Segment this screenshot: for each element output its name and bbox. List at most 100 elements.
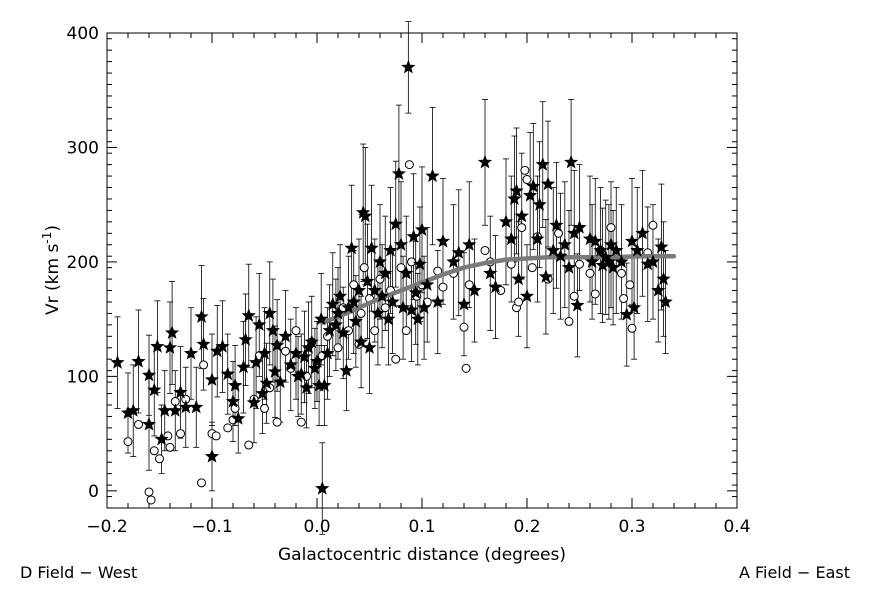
star-point xyxy=(477,154,493,169)
star-point xyxy=(358,208,373,223)
star-point xyxy=(640,256,655,271)
star-point xyxy=(396,300,411,314)
star-point xyxy=(523,188,538,202)
star-point xyxy=(532,197,547,211)
star-point xyxy=(273,374,288,389)
y-tick-label: 400 xyxy=(67,24,99,44)
star-point xyxy=(320,346,335,360)
star-point xyxy=(430,294,445,308)
star-point xyxy=(354,334,369,349)
star-point xyxy=(141,416,157,431)
star-point xyxy=(120,405,136,420)
star-point xyxy=(157,403,172,417)
star-point xyxy=(609,243,624,257)
star-point xyxy=(259,375,274,390)
star-point xyxy=(435,233,451,248)
circle-point xyxy=(134,419,143,429)
star-point xyxy=(603,237,619,251)
star-point xyxy=(147,382,162,397)
star-point xyxy=(165,325,180,339)
star-point xyxy=(406,229,421,243)
y-axis-label: Vr (km s-1) xyxy=(40,225,63,315)
star-point xyxy=(110,355,125,369)
circle-point xyxy=(464,280,474,290)
y-tick-label: 300 xyxy=(67,138,99,158)
star-point xyxy=(246,395,262,409)
circle-point xyxy=(296,417,306,427)
star-point xyxy=(519,288,535,303)
star-point xyxy=(410,311,425,326)
circle-point xyxy=(459,322,469,332)
circle-point xyxy=(396,263,406,273)
circle-point xyxy=(211,431,221,441)
x-tick-label: −0.2 xyxy=(86,517,127,537)
star-point xyxy=(630,243,645,257)
circle-point xyxy=(585,268,595,278)
star-point xyxy=(238,332,253,346)
star-point xyxy=(404,302,419,317)
circle-point xyxy=(244,440,254,450)
star-point xyxy=(162,340,178,354)
star-point xyxy=(627,300,642,314)
star-point xyxy=(385,294,400,308)
star-point xyxy=(210,343,225,358)
star-point xyxy=(624,233,640,248)
circle-point xyxy=(144,487,154,497)
star-point xyxy=(173,384,188,399)
circle-point xyxy=(625,280,635,290)
circle-point xyxy=(260,403,269,413)
circle-point xyxy=(356,308,366,318)
star-point xyxy=(215,339,230,353)
circle-point xyxy=(291,326,301,336)
circle-point xyxy=(619,294,629,304)
star-point xyxy=(220,366,235,381)
star-point xyxy=(265,323,280,337)
star-point xyxy=(546,243,561,257)
star-point xyxy=(561,260,577,274)
star-point xyxy=(325,296,340,311)
star-point xyxy=(412,256,427,271)
circle-point xyxy=(554,228,563,238)
star-point xyxy=(315,481,330,495)
star-point xyxy=(507,191,522,205)
star-point xyxy=(526,178,541,193)
star-point xyxy=(393,237,409,251)
star-point xyxy=(401,59,416,74)
circle-point xyxy=(617,268,626,278)
star-point xyxy=(408,285,423,299)
star-point xyxy=(228,378,243,392)
circle-point xyxy=(564,316,574,326)
circle-point xyxy=(391,354,401,364)
circle-point xyxy=(401,326,411,336)
star-point xyxy=(204,372,220,386)
star-point xyxy=(645,254,661,268)
star-point xyxy=(656,271,671,286)
star-point xyxy=(322,323,337,337)
star-point xyxy=(601,254,616,268)
star-point xyxy=(467,283,482,297)
star-point xyxy=(509,183,524,197)
star-series xyxy=(110,59,673,495)
star-point xyxy=(606,260,621,274)
circle-point xyxy=(359,263,369,273)
circle-point xyxy=(514,297,524,307)
y-axis-label-close: ) xyxy=(43,225,63,232)
star-point xyxy=(154,431,169,446)
star-point xyxy=(333,288,348,303)
star-point xyxy=(288,346,304,360)
circle-point xyxy=(461,363,471,373)
star-point xyxy=(375,288,390,303)
star-point xyxy=(336,325,351,339)
star-point xyxy=(304,334,319,349)
star-point xyxy=(381,311,396,326)
circle-point xyxy=(149,446,159,456)
y-axis-label-superscript: -1 xyxy=(40,232,54,244)
circle-point xyxy=(404,160,414,170)
star-point xyxy=(178,399,193,414)
star-point xyxy=(194,309,209,323)
star-point xyxy=(362,340,377,354)
circle-point xyxy=(155,454,164,464)
star-point xyxy=(168,403,183,417)
star-point xyxy=(635,225,650,240)
